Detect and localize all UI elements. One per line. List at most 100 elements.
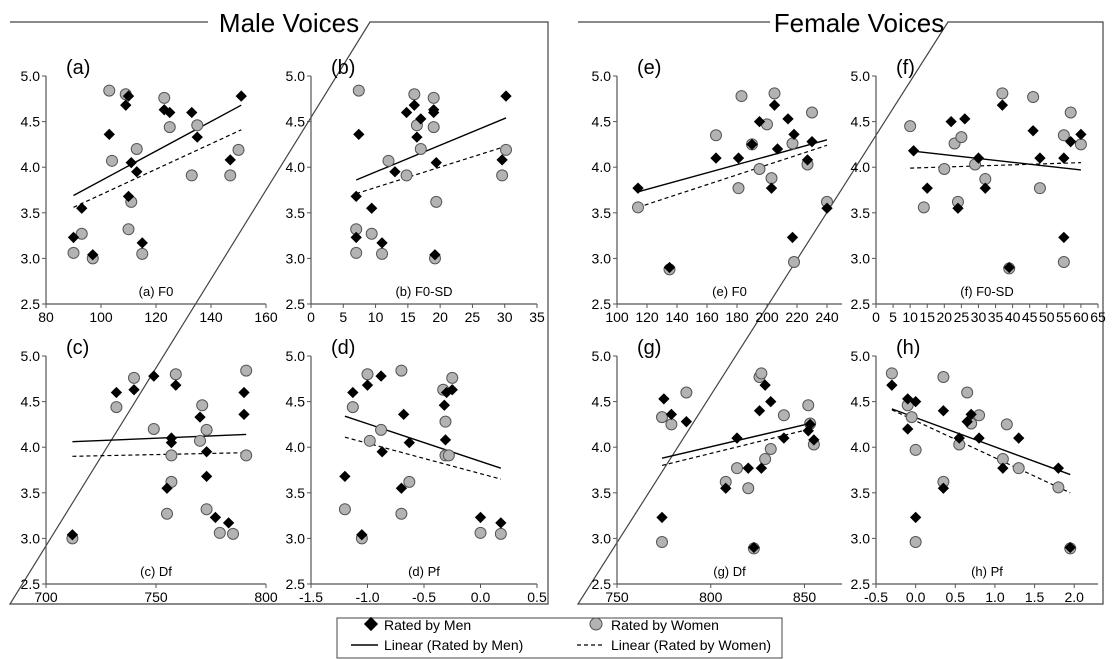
panel-label: (d) bbox=[331, 337, 355, 359]
point-men bbox=[165, 432, 178, 444]
point-men bbox=[997, 462, 1009, 474]
point-women bbox=[227, 527, 239, 540]
fit-line-women bbox=[661, 427, 815, 467]
point-women bbox=[442, 449, 455, 462]
point-men bbox=[495, 517, 507, 529]
x-tick-label: 1.5 bbox=[1025, 589, 1045, 605]
panel-h: 2.5 3.0 3.5 4.0 4.5 5.0 -0.5 0.0 0.5 1.0 1.5 2.0 (h)… bbox=[851, 337, 1098, 605]
point-women bbox=[788, 256, 800, 269]
x-tick-label: -0.5 bbox=[412, 589, 436, 605]
y-tick-label: 3.5 bbox=[592, 485, 612, 501]
point-women bbox=[136, 247, 149, 260]
point-women bbox=[408, 88, 421, 101]
point-men bbox=[959, 113, 971, 125]
y-tick-label: 2.5 bbox=[21, 576, 41, 592]
point-women bbox=[909, 443, 922, 456]
legend-men-marker bbox=[363, 616, 379, 632]
x-tick-label: 20 bbox=[432, 309, 448, 325]
x-tick-label: 0 bbox=[872, 309, 880, 325]
panel-label: (a) bbox=[66, 57, 90, 79]
point-men bbox=[375, 370, 387, 382]
point-men bbox=[500, 90, 512, 102]
point-men bbox=[238, 386, 250, 399]
point-women bbox=[400, 169, 413, 182]
point-women bbox=[680, 386, 693, 399]
point-men bbox=[808, 434, 820, 446]
x-tick-label: 750 bbox=[605, 589, 629, 605]
x-tick-label: 140 bbox=[199, 309, 223, 325]
x-axis-label: (e) F0 bbox=[712, 284, 747, 299]
point-men bbox=[496, 154, 508, 166]
point-men bbox=[1065, 136, 1077, 148]
point-men bbox=[632, 182, 644, 194]
point-men bbox=[680, 416, 693, 428]
point-men bbox=[238, 408, 250, 421]
x-tick-label: 220 bbox=[785, 309, 809, 325]
point-women bbox=[106, 154, 118, 167]
point-men bbox=[366, 202, 378, 214]
point-women bbox=[191, 119, 204, 132]
point-men bbox=[732, 152, 745, 164]
fit-line-women bbox=[891, 409, 1071, 494]
point-men bbox=[663, 261, 676, 274]
point-men bbox=[952, 202, 964, 214]
point-women bbox=[500, 143, 513, 156]
x-tick-label: 25 bbox=[465, 309, 481, 325]
point-women bbox=[765, 172, 778, 185]
point-women bbox=[474, 526, 487, 539]
x-tick-label: 65 bbox=[1090, 309, 1106, 325]
x-tick-label: 55 bbox=[1056, 309, 1072, 325]
point-women bbox=[710, 129, 722, 142]
point-men bbox=[191, 131, 203, 143]
y-tick-label: 3.5 bbox=[286, 205, 306, 221]
point-women bbox=[885, 367, 898, 380]
point-women bbox=[110, 401, 123, 414]
point-women bbox=[185, 169, 198, 182]
x-tick-label: 700 bbox=[34, 589, 58, 605]
x-tick-label: 0.0 bbox=[471, 589, 491, 605]
point-men bbox=[907, 145, 920, 157]
panel-d: 2.5 3.0 3.5 4.0 4.5 5.0 -1.5 -1.0 -0.5 0.0 0.5 (d) (… bbox=[286, 337, 547, 605]
y-tick-label: 3.0 bbox=[851, 250, 871, 266]
point-women bbox=[904, 120, 917, 133]
point-women bbox=[430, 195, 443, 208]
point-women bbox=[240, 449, 253, 462]
point-men bbox=[902, 423, 914, 435]
point-men bbox=[376, 446, 388, 458]
x-tick-label: 30 bbox=[497, 309, 513, 325]
point-women bbox=[363, 434, 376, 447]
scatter-panels: 2.53.03.54.04.55.080 100 120 140 160(a)(a) F… bbox=[21, 57, 1106, 605]
point-women bbox=[158, 91, 171, 104]
female-voices-title: Female Voices bbox=[774, 8, 945, 38]
point-men bbox=[120, 99, 132, 111]
fit-line-men bbox=[344, 415, 502, 469]
point-women bbox=[232, 143, 245, 156]
point-men bbox=[710, 152, 722, 164]
panel-label: (e) bbox=[637, 57, 661, 79]
x-tick-label: 0.5 bbox=[527, 589, 547, 605]
point-men bbox=[411, 131, 423, 143]
legend: Rated by Men Rated by Women Linear (Rate… bbox=[336, 616, 783, 659]
point-women bbox=[224, 169, 237, 182]
point-men bbox=[200, 446, 213, 458]
point-men bbox=[801, 154, 814, 166]
y-tick-label: 4.5 bbox=[286, 114, 306, 130]
point-men bbox=[778, 432, 790, 444]
point-women bbox=[777, 409, 790, 422]
point-men bbox=[665, 408, 678, 421]
x-tick-label: 800 bbox=[254, 589, 278, 605]
x-tick-label: 750 bbox=[144, 589, 168, 605]
point-men bbox=[945, 115, 957, 128]
point-women bbox=[194, 434, 206, 447]
y-tick-label: 3.0 bbox=[21, 530, 41, 546]
point-men bbox=[235, 90, 247, 102]
point-women bbox=[665, 418, 678, 431]
point-women bbox=[403, 475, 416, 488]
point-men bbox=[438, 399, 450, 411]
point-men bbox=[353, 128, 365, 141]
point-men bbox=[979, 182, 991, 194]
point-women bbox=[67, 246, 80, 259]
point-women bbox=[656, 411, 668, 424]
point-women bbox=[161, 507, 173, 520]
point-women bbox=[755, 367, 768, 380]
